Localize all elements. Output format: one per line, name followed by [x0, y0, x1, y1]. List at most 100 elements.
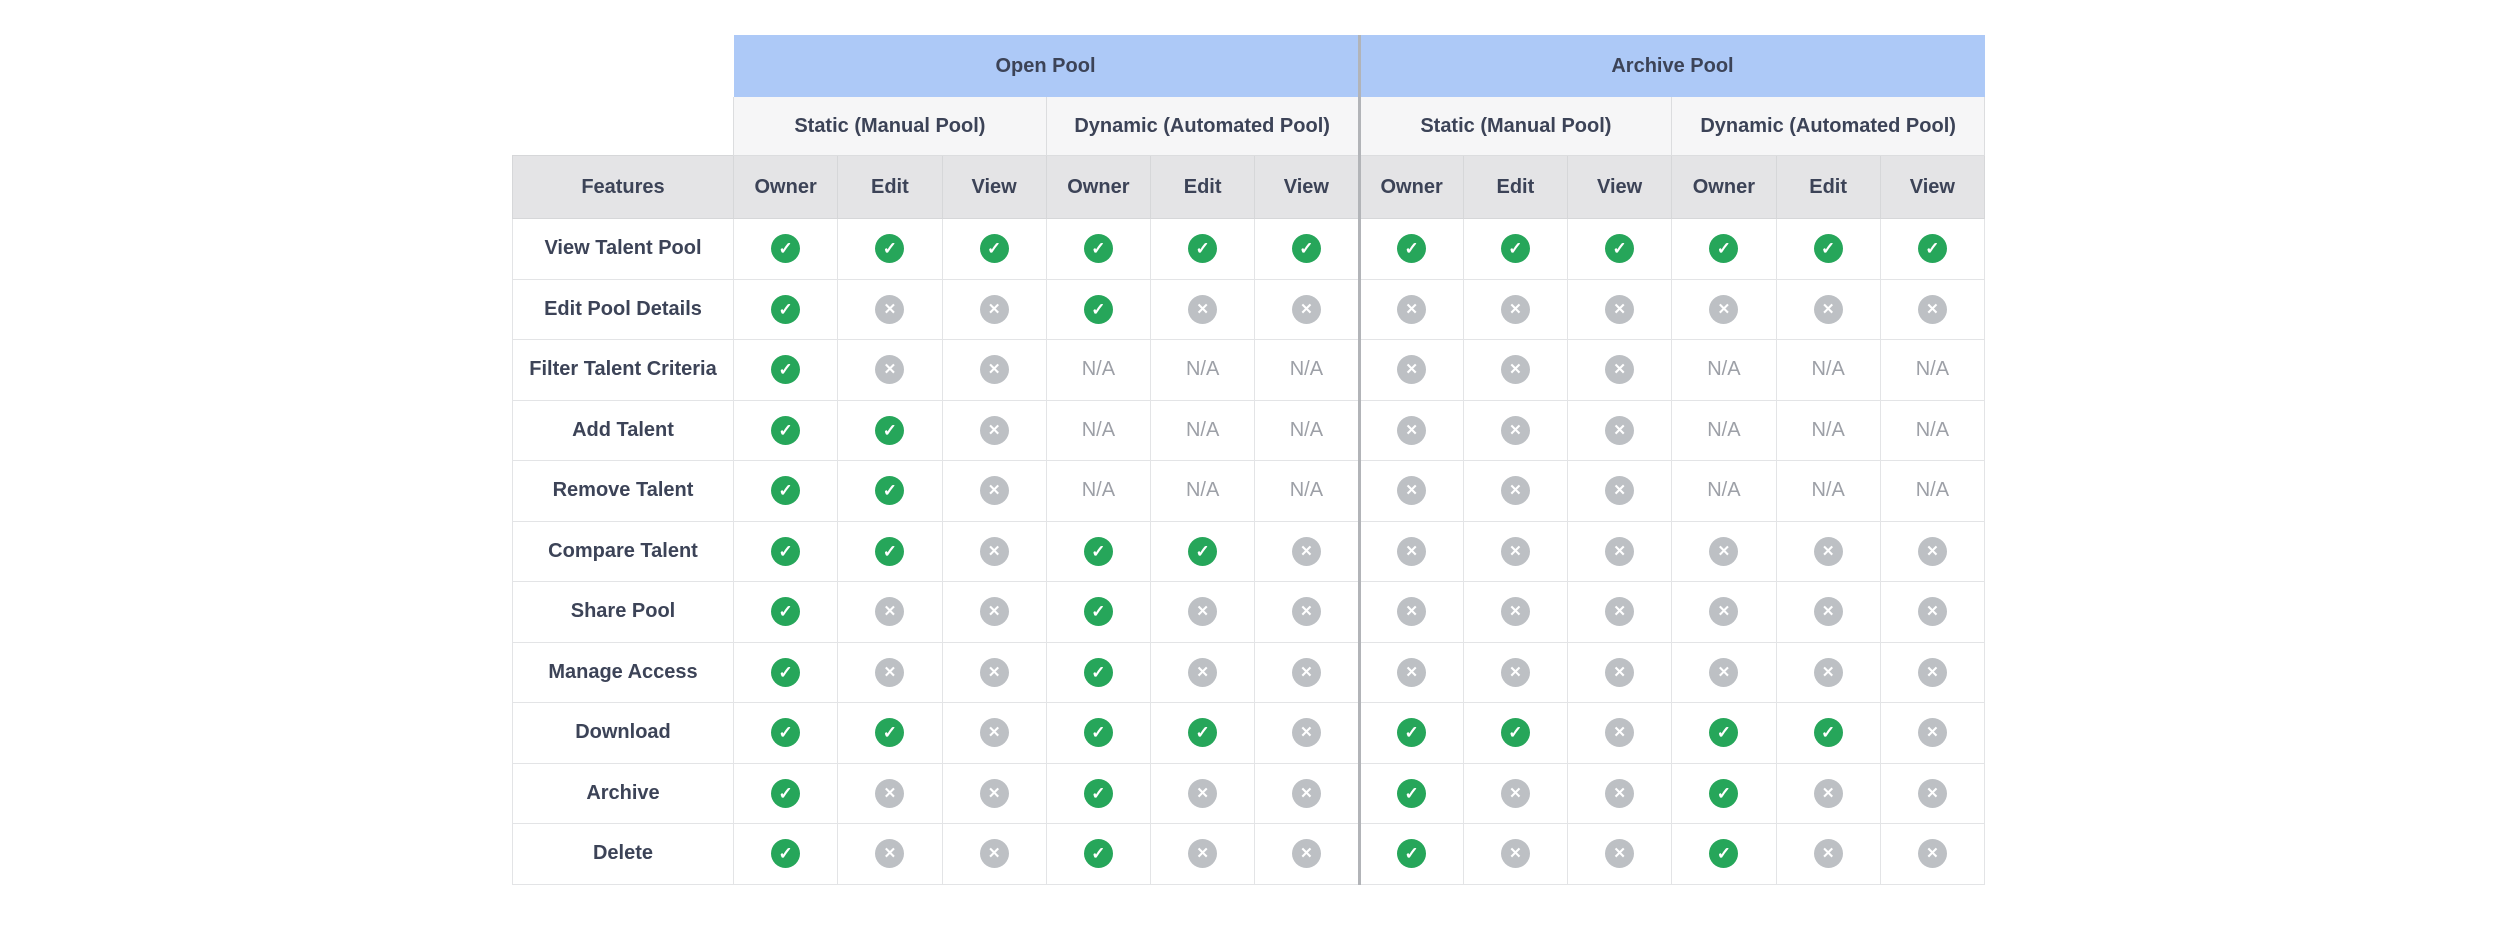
role-header-edit: Edit — [1149, 155, 1256, 219]
feature-label: Edit Pool Details — [512, 278, 734, 340]
check-icon: ✓ — [771, 355, 801, 385]
permission-cell: ✕ — [941, 399, 1047, 461]
permission-cell: ✕ — [1254, 520, 1360, 582]
permission-cell: ✓ — [732, 641, 839, 703]
permission-cell: N/A — [1671, 399, 1777, 461]
permission-cell: ✓ — [1045, 762, 1152, 824]
cross-icon: ✕ — [1605, 536, 1635, 566]
cross-icon: ✕ — [979, 294, 1009, 324]
check-icon: ✓ — [1917, 234, 1947, 264]
permission-cell: ✓ — [732, 762, 839, 824]
cross-icon: ✕ — [1605, 294, 1635, 324]
check-icon: ✓ — [875, 536, 905, 566]
permission-cell: N/A — [1671, 339, 1777, 401]
permission-cell: ✕ — [1462, 399, 1569, 461]
permission-cell: N/A — [1671, 460, 1777, 522]
check-icon: ✓ — [1709, 778, 1739, 808]
permission-cell: ✕ — [1149, 581, 1256, 643]
permissions-table-container: Open Pool Archive Pool Static (Manual Po… — [512, 35, 1986, 885]
permission-cell: ✓ — [1149, 218, 1256, 280]
feature-label: Share Pool — [512, 581, 734, 643]
check-icon: ✓ — [771, 778, 801, 808]
table-row: Download ✓ ✓ ✕ ✓ ✓ ✕ ✓ ✓ ✕ ✓ ✓ ✕ — [512, 702, 1986, 764]
check-icon: ✓ — [1709, 718, 1739, 748]
permission-cell: ✕ — [941, 823, 1047, 885]
permission-cell: ✓ — [1775, 218, 1881, 280]
check-icon: ✓ — [1083, 234, 1113, 264]
check-icon: ✓ — [1500, 234, 1530, 264]
cross-icon: ✕ — [1709, 657, 1739, 687]
table-row: Compare Talent ✓ ✓ ✕ ✓ ✓ ✕ ✕ ✕ ✕ ✕ ✕ ✕ — [512, 520, 1986, 582]
check-icon: ✓ — [771, 839, 801, 869]
cross-icon: ✕ — [1500, 415, 1530, 445]
permission-cell: ✕ — [1775, 581, 1881, 643]
cross-icon: ✕ — [1188, 597, 1218, 627]
permission-cell: ✕ — [1254, 762, 1360, 824]
check-icon: ✓ — [771, 536, 801, 566]
permission-cell: ✕ — [1775, 278, 1881, 340]
table-row: Filter Talent Criteria ✓ ✕ ✕ N/A N/A N/A ✕ ✕ ✕ N/A… — [512, 339, 1986, 401]
permission-cell: ✕ — [1357, 520, 1464, 582]
role-header-view: View — [941, 155, 1047, 219]
cross-icon: ✕ — [1291, 294, 1321, 324]
check-icon: ✓ — [1188, 234, 1218, 264]
header-spacer — [513, 97, 734, 156]
permission-cell: ✓ — [732, 460, 839, 522]
subgroup-header-archive-static: Static (Manual Pool) — [1357, 97, 1673, 156]
permission-cell: ✕ — [1879, 581, 1986, 643]
cross-icon: ✕ — [1605, 597, 1635, 627]
cross-icon: ✕ — [979, 415, 1009, 445]
subgroup-header-open-static: Static (Manual Pool) — [733, 97, 1047, 156]
permission-cell: ✓ — [837, 460, 943, 522]
check-icon: ✓ — [1709, 234, 1739, 264]
permission-cell: ✓ — [1149, 702, 1256, 764]
cross-icon: ✕ — [1917, 778, 1947, 808]
table-row: Delete ✓ ✕ ✕ ✓ ✕ ✕ ✓ ✕ ✕ ✓ ✕ ✕ — [512, 823, 1986, 885]
permission-cell: N/A — [1879, 339, 1986, 401]
cross-icon: ✕ — [1605, 657, 1635, 687]
cross-icon: ✕ — [1188, 294, 1218, 324]
na-label: N/A — [1289, 358, 1324, 381]
cross-icon: ✕ — [1188, 839, 1218, 869]
cross-icon: ✕ — [1188, 657, 1218, 687]
permission-cell: ✕ — [1671, 581, 1777, 643]
check-icon: ✓ — [771, 476, 801, 506]
permission-cell: ✓ — [1045, 641, 1152, 703]
permission-cell: ✓ — [732, 218, 839, 280]
subgroup-header-row: Static (Manual Pool) Dynamic (Automated … — [513, 97, 1985, 156]
role-header-view: View — [1566, 155, 1673, 219]
cross-icon: ✕ — [1500, 355, 1530, 385]
cross-icon: ✕ — [1709, 294, 1739, 324]
features-column-header: Features — [512, 155, 734, 219]
permission-cell: ✕ — [1462, 460, 1569, 522]
permission-cell: ✕ — [837, 823, 943, 885]
permission-cell: ✕ — [1357, 278, 1464, 340]
role-header-owner: Owner — [732, 155, 839, 219]
table-row: Remove Talent ✓ ✓ ✕ N/A N/A N/A ✕ ✕ ✕ N/A N/A N/A — [512, 460, 1986, 522]
permission-cell: ✕ — [1357, 460, 1464, 522]
permission-cell: ✕ — [1566, 339, 1673, 401]
permission-cell: ✕ — [941, 762, 1047, 824]
cross-icon: ✕ — [1397, 657, 1427, 687]
na-label: N/A — [1915, 479, 1950, 502]
check-icon: ✓ — [1500, 718, 1530, 748]
cross-icon: ✕ — [875, 839, 905, 869]
permission-cell: N/A — [1149, 339, 1256, 401]
cross-icon: ✕ — [979, 778, 1009, 808]
permission-cell: ✕ — [1671, 520, 1777, 582]
role-header-row: Features Owner Edit View Owner Edit View Owner… — [512, 155, 1986, 219]
permission-cell: N/A — [1045, 339, 1152, 401]
permission-cell: ✕ — [1254, 278, 1360, 340]
permission-cell: ✕ — [1254, 823, 1360, 885]
check-icon: ✓ — [1397, 718, 1427, 748]
na-label: N/A — [1707, 418, 1741, 441]
permissions-table: Open Pool Archive Pool Static (Manual Po… — [512, 35, 1986, 885]
check-icon: ✓ — [1813, 234, 1843, 264]
cross-icon: ✕ — [1917, 718, 1947, 748]
cross-icon: ✕ — [979, 839, 1009, 869]
check-icon: ✓ — [875, 718, 905, 748]
cross-icon: ✕ — [1605, 718, 1635, 748]
permission-cell: ✕ — [1357, 399, 1464, 461]
permission-cell: ✕ — [1462, 278, 1569, 340]
permission-cell: ✓ — [1357, 823, 1464, 885]
